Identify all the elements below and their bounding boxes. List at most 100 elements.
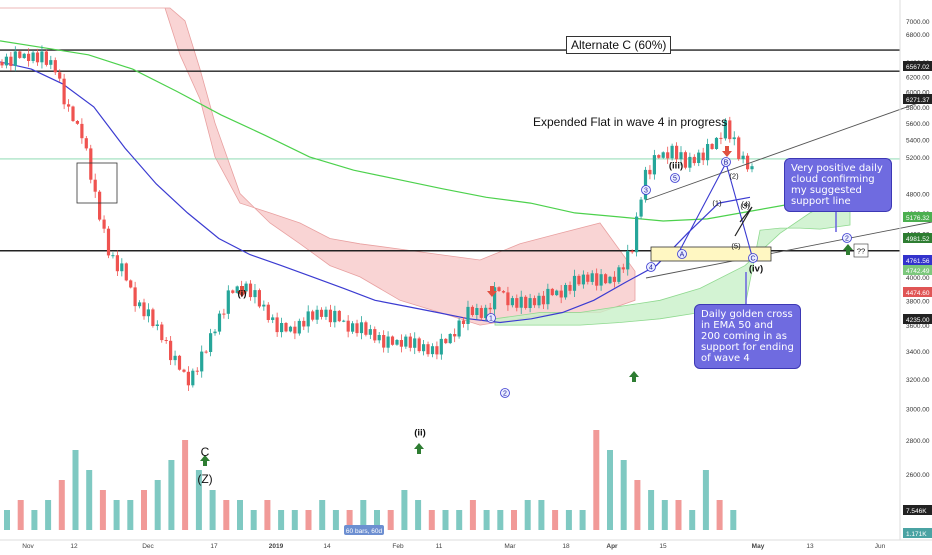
volume-bar — [182, 440, 189, 530]
candle-body — [470, 306, 474, 315]
price-marker — [903, 233, 932, 243]
price-tick-label: 5600.00 — [906, 121, 930, 128]
candle-body — [737, 137, 741, 160]
wave-label: (2) — [729, 172, 739, 181]
volume-bar — [17, 500, 24, 530]
price-tick-label: 2800.00 — [906, 438, 930, 445]
volume-bar — [565, 510, 572, 530]
candle-body — [675, 145, 679, 160]
candle-body — [71, 106, 75, 121]
candle-body — [342, 320, 346, 322]
cloud-bearish — [0, 7, 636, 326]
price-tick-label: 3400.00 — [906, 349, 930, 356]
candle-body — [9, 56, 13, 66]
price-marker — [903, 528, 932, 538]
candle-body — [590, 273, 594, 282]
candle-body — [550, 288, 554, 296]
volume-bar — [237, 500, 243, 530]
candle-body — [493, 287, 497, 310]
candle-body — [177, 355, 182, 370]
candle-body — [142, 302, 146, 317]
volume-bar — [415, 500, 422, 530]
volume-bar — [305, 510, 312, 530]
price-tick-label: 6200.00 — [906, 74, 930, 81]
volume-bar — [730, 510, 737, 530]
candle-body — [661, 152, 665, 158]
candle-body — [18, 51, 22, 58]
wave-label: (3) — [740, 202, 750, 211]
candle-body — [577, 275, 581, 285]
candle-body — [35, 52, 40, 63]
candle-body — [351, 323, 355, 332]
candle-body — [444, 338, 448, 344]
ema-50-line — [0, 61, 751, 324]
price-marker-label: 4235.00 — [906, 317, 930, 324]
candle-body — [222, 313, 226, 315]
wave-label: C — [750, 255, 755, 262]
volume-bar — [675, 500, 682, 530]
candle-body — [182, 369, 186, 372]
candle-body — [568, 285, 572, 291]
candle-body — [164, 340, 168, 341]
candle-body — [688, 156, 692, 168]
volume-bar — [86, 470, 93, 530]
time-tick-label: 2019 — [269, 543, 284, 550]
candle-body — [390, 336, 395, 345]
sell-arrow — [722, 146, 732, 157]
volume-bar — [154, 480, 161, 530]
wave-label: 3 — [644, 187, 648, 194]
wave-label: (iv) — [749, 263, 763, 274]
time-tick-label: Apr — [606, 543, 618, 550]
time-tick-label: 18 — [562, 543, 570, 550]
candle-body — [337, 310, 341, 322]
price-tick-label: 6000.00 — [906, 89, 930, 96]
volume-bar — [374, 510, 380, 530]
time-tick-label: 13 — [806, 543, 814, 550]
wave-label: (ii) — [414, 427, 426, 438]
candle-body — [67, 104, 71, 107]
volume-bar — [401, 490, 408, 530]
candle-body — [319, 309, 324, 317]
candle-body — [151, 309, 155, 326]
price-marker-label: 4761.56 — [906, 258, 930, 265]
time-tick-label: 15 — [659, 543, 667, 550]
candle-body — [710, 144, 714, 149]
candle-body — [253, 290, 257, 298]
time-tick-label: Mar — [504, 543, 516, 550]
candle-body — [648, 169, 652, 175]
wave-circle — [500, 388, 510, 398]
candle-body — [670, 145, 674, 159]
candle-body — [457, 320, 461, 337]
candle-body — [719, 137, 723, 139]
price-axis: 7000.006800.006400.006200.006000.005800.… — [899, 0, 932, 540]
candle-body — [430, 346, 435, 355]
time-axis: Nov 12 Dec 17 2019 14 Feb 11 Mar 18 Apr 15 May 13 Jun — [0, 539, 932, 550]
candle-body — [355, 323, 359, 334]
volume-bar — [442, 510, 449, 530]
candle-body — [173, 355, 177, 361]
volume-bar — [469, 500, 476, 530]
candle-body — [257, 290, 261, 307]
candle-body — [84, 138, 88, 149]
candle-body — [617, 267, 621, 282]
candle-body — [643, 169, 648, 200]
volume-bar — [552, 510, 559, 530]
wave-label: A — [680, 251, 685, 258]
candle-body — [44, 51, 48, 65]
price-tick-label: 5400.00 — [906, 138, 930, 145]
candle-body — [213, 331, 217, 334]
price-tick-label: 5200.00 — [906, 155, 930, 162]
buy-arrow — [200, 455, 210, 466]
candle-body — [13, 51, 17, 66]
candle-body — [27, 53, 31, 61]
volume-bar — [58, 480, 65, 530]
candle-body — [453, 334, 457, 337]
candle-body — [484, 307, 488, 318]
volume-bar — [634, 480, 641, 530]
wave-label: (1) — [712, 199, 722, 208]
price-marker — [903, 255, 932, 265]
candle-body — [275, 317, 279, 333]
candle-body — [58, 72, 62, 79]
